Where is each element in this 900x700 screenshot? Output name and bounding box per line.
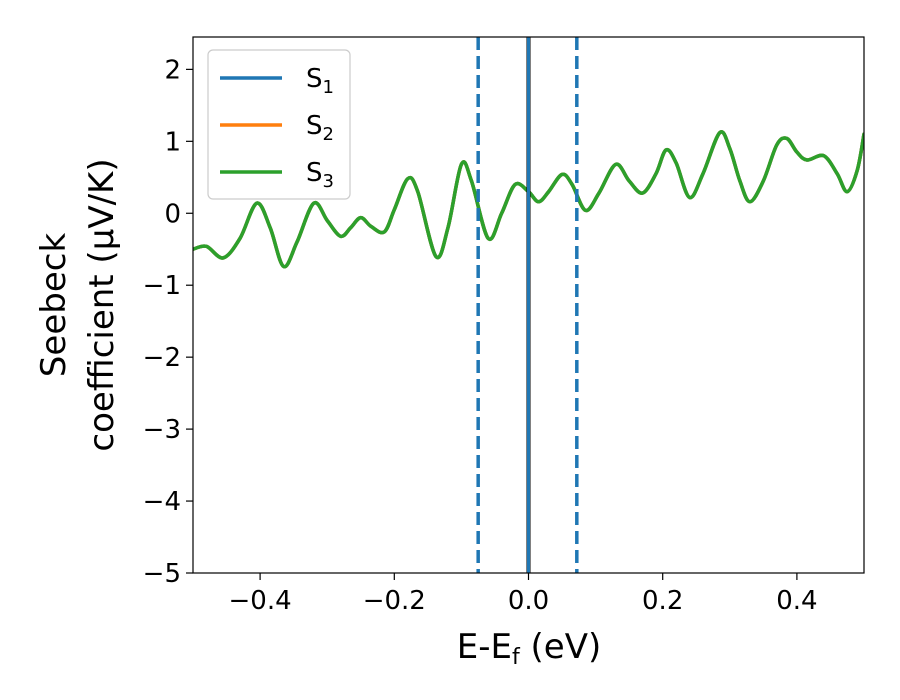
x-tick-label: 0.2 [642,586,683,616]
y-tick-label: −2 [143,343,181,373]
x-tick-label: −0.2 [363,586,426,616]
x-tick-label: 0.4 [776,586,817,616]
y-tick-label: −1 [143,271,181,301]
y-tick-label: −4 [143,487,181,517]
y-tick-label: 1 [164,127,181,157]
x-tick-label: 0.0 [508,586,549,616]
y-axis-label-line1: Seebeck [34,233,74,378]
x-tick-label: −0.4 [229,586,292,616]
legend: S1 S2 S3 [207,49,351,200]
legend-label-s1: S1 [306,64,334,98]
y-axis-label-line2: coefficient (μV/K) [82,158,122,451]
plot-content [193,37,864,573]
series-line-s3 [193,130,864,269]
y-axis-label: Seebeck coefficient (μV/K) [34,158,122,451]
y-tick-label: 2 [164,55,181,85]
y-tick-label: 0 [164,199,181,229]
legend-label-s3: S3 [306,158,334,192]
y-tick-label: −3 [143,415,181,445]
y-axis-ticks: −5 −4 −3 −2 −1 0 1 2 [143,55,193,589]
y-tick-label: −5 [143,559,181,589]
x-axis-label: E-Ef (eV) [457,627,602,670]
legend-label-s2: S2 [306,111,334,145]
x-axis-ticks: −0.4 −0.2 0.0 0.2 0.4 [229,573,818,616]
